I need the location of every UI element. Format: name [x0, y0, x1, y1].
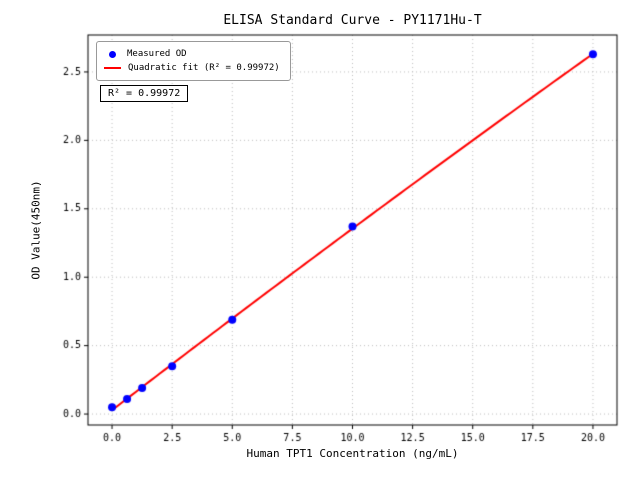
x-axis-label: Human TPT1 Concentration (ng/mL)	[246, 447, 459, 460]
legend-entry-quadratic-fit: Quadratic fit (R² = 0.99972)	[104, 61, 280, 75]
legend-entry-measured-od: Measured OD	[104, 47, 280, 61]
scatter-marker-icon	[109, 50, 116, 58]
legend-label-measured-od: Measured OD	[127, 49, 187, 59]
legend: Measured OD Quadratic fit (R² = 0.99972)	[96, 41, 291, 81]
y-axis-label: OD Value(450nm)	[29, 180, 43, 280]
r-squared-annotation: R² = 0.99972	[100, 85, 189, 102]
legend-label-quadratic-fit: Quadratic fit (R² = 0.99972)	[128, 63, 280, 73]
chart-title: ELISA Standard Curve - PY1171Hu-T	[223, 13, 482, 28]
fit-line-icon	[104, 67, 121, 69]
